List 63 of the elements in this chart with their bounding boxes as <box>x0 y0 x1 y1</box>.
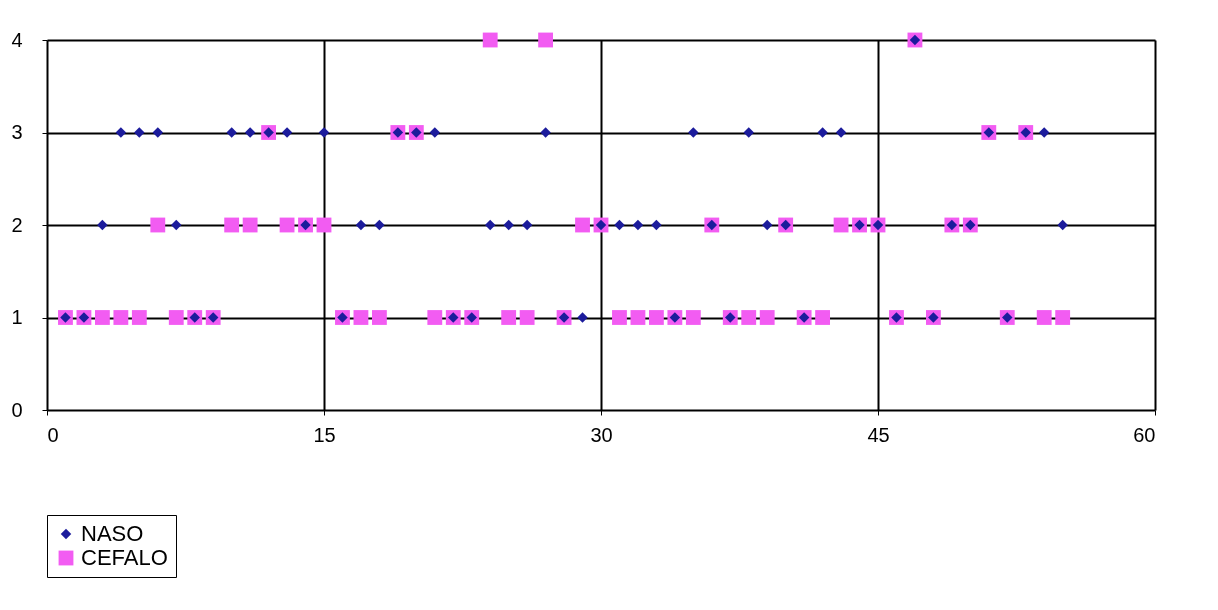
point <box>614 219 625 231</box>
point <box>168 310 184 325</box>
point <box>482 32 498 48</box>
point <box>815 310 831 325</box>
point <box>150 217 166 233</box>
point <box>575 217 590 233</box>
point <box>429 127 441 138</box>
point <box>761 219 773 231</box>
point <box>519 310 535 325</box>
point <box>427 310 443 325</box>
point <box>318 127 330 138</box>
point <box>648 310 664 325</box>
x-tick-label: 60 <box>1133 423 1156 446</box>
point <box>685 310 701 325</box>
point <box>632 219 644 231</box>
point <box>374 219 385 231</box>
point <box>612 310 627 325</box>
point <box>835 127 847 138</box>
legend-label: NASO <box>81 521 144 546</box>
point <box>355 219 367 231</box>
point <box>651 219 662 231</box>
y-tick-label: 0 <box>11 398 23 421</box>
point <box>244 127 256 138</box>
point <box>1038 127 1050 138</box>
point <box>1057 219 1068 231</box>
x-tick-label: 15 <box>313 423 336 446</box>
point <box>371 310 387 325</box>
x-tick-label: 30 <box>590 423 613 446</box>
point <box>1055 310 1071 325</box>
point <box>741 310 757 325</box>
point <box>688 127 699 138</box>
point <box>503 219 514 231</box>
point <box>484 219 496 231</box>
point <box>134 127 145 138</box>
point <box>131 310 147 325</box>
y-tick-label: 2 <box>11 213 23 236</box>
point <box>353 310 369 325</box>
point <box>97 219 108 231</box>
point <box>224 217 240 233</box>
point <box>115 127 127 138</box>
point <box>226 127 237 138</box>
x-tick-label: 0 <box>47 423 59 446</box>
x-tick-label: 45 <box>867 423 890 446</box>
point <box>817 127 828 138</box>
legend-label: CEFALO <box>81 545 168 570</box>
point <box>630 310 646 325</box>
y-tick-label: 3 <box>11 121 23 143</box>
point <box>281 127 293 138</box>
point <box>242 217 258 233</box>
point <box>743 127 754 138</box>
point <box>759 310 775 325</box>
y-tick-label: 1 <box>11 306 23 328</box>
point <box>538 32 554 48</box>
point <box>171 219 182 231</box>
point <box>113 310 129 325</box>
y-tick-label: 4 <box>11 28 23 51</box>
point <box>540 127 551 138</box>
point <box>1036 310 1052 325</box>
point <box>152 127 164 138</box>
point <box>577 312 588 323</box>
point <box>501 310 517 325</box>
point <box>521 219 533 231</box>
point <box>94 310 110 325</box>
